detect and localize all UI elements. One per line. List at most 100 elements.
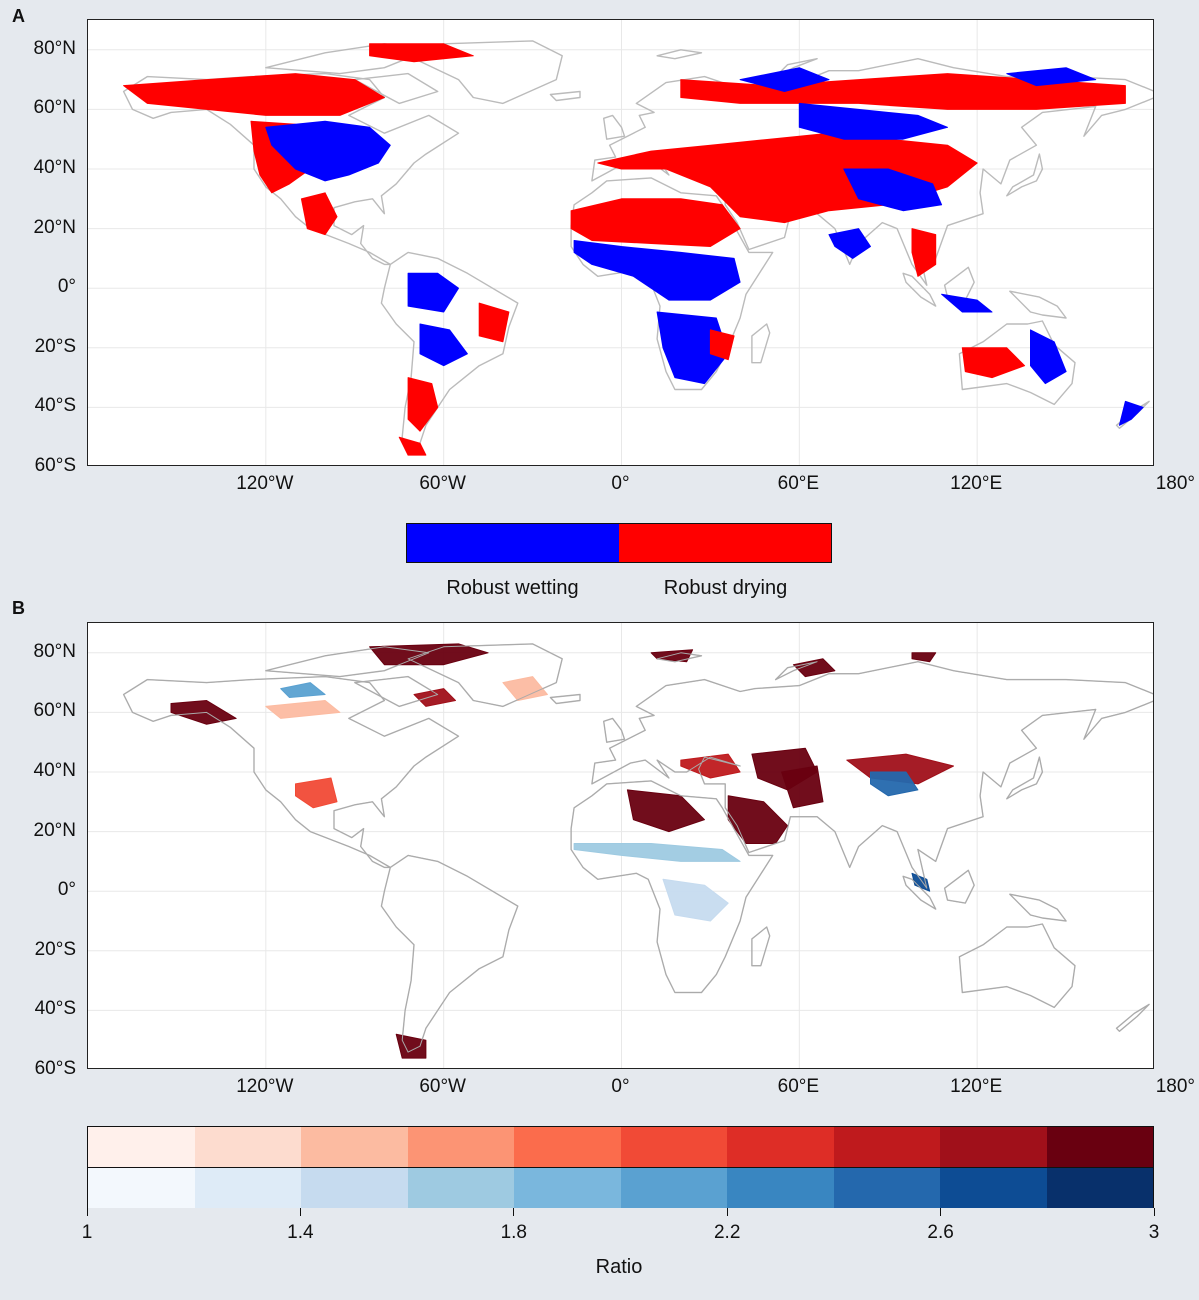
legend-drying-label: Robust drying (663, 577, 788, 599)
land-outline-overlay-novaya-zemlya (775, 661, 818, 681)
y-tick-label: 40°N (33, 157, 76, 178)
y-tick-label: 0° (57, 276, 76, 298)
region-drying (680, 73, 1126, 110)
x-tick-label: 180° (1155, 1076, 1195, 1097)
region-wetting (941, 293, 993, 313)
land-outline-overlay-south-america (380, 854, 519, 1053)
map-a-canvas (88, 20, 1153, 465)
land-outline-iceland (549, 90, 581, 102)
land-outline-uk (603, 114, 626, 140)
colorbar-blue-step (88, 1168, 195, 1208)
colorbar-blue-step (727, 1168, 834, 1208)
y-tick-label: 80°N (33, 37, 76, 59)
land-outline-overlay-eurasia (591, 661, 1153, 889)
colorbar-tick-mark (513, 1208, 515, 1216)
land-outline-overlay-greenland (407, 643, 563, 707)
ratio-hotspot-blues (573, 843, 741, 862)
map-b-canvas (88, 623, 1153, 1068)
x-tick-label: 60°W (419, 473, 466, 494)
ratio-hotspot-reds (413, 688, 456, 707)
y-tick-label: 60°S (34, 1058, 76, 1079)
region-drying (709, 329, 735, 361)
y-tick-label: 20°N (33, 216, 76, 238)
ratio-hotspot-reds (650, 649, 694, 663)
x-tick-label: 60°E (777, 1076, 820, 1097)
land-outline-madagascar (751, 323, 771, 364)
legend-drying-swatch (619, 524, 831, 562)
land-outline-sumatra (902, 272, 937, 307)
y-tick-label: 60°S (34, 455, 76, 476)
y-tick-label: 20°N (33, 819, 76, 841)
land-outline-overlay-borneo (944, 869, 975, 904)
colorbar-red-step (727, 1127, 834, 1167)
x-tick-label: 120°E (950, 1076, 1003, 1097)
y-tick-label: 40°N (33, 760, 76, 781)
colorbar-red-step (1046, 1127, 1153, 1167)
colorbar-tick-mark (940, 1208, 942, 1216)
ratio-hotspot-reds (626, 789, 705, 833)
region-drying (300, 192, 338, 236)
colorbar-blue-step (833, 1168, 940, 1208)
colorbar-tick-label: 1.4 (287, 1222, 314, 1243)
colorbar-red-step (407, 1127, 514, 1167)
region-wetting (407, 272, 459, 313)
y-tick-label: 20°S (34, 335, 76, 357)
land-outline-japan (1006, 756, 1044, 800)
ratio-hotspot-reds (781, 765, 824, 809)
colorbar-blue-step (407, 1168, 514, 1208)
region-wetting (1006, 67, 1097, 87)
region-drying (407, 377, 439, 432)
land-outline-overlay-arctic-islands (265, 646, 430, 678)
colorbar-tick-label: 1.8 (500, 1222, 527, 1243)
land-outline-south-america (380, 854, 519, 1053)
map-b-frame (87, 622, 1154, 1069)
y-tick-label: 40°S (34, 395, 76, 417)
region-wetting (843, 168, 943, 212)
ratio-hotspot-reds (911, 652, 937, 663)
x-tick-label: 180° (1155, 473, 1195, 494)
ratio-hotspot-reds (727, 795, 788, 844)
land-outline-north-america (122, 72, 460, 266)
land-outline-overlay-north-america (123, 676, 459, 868)
colorbar-red-step (88, 1127, 195, 1167)
region-wetting (828, 228, 871, 259)
colorbar-red-step (833, 1127, 940, 1167)
ratio-hotspot-blues (662, 878, 729, 922)
region-drying (398, 436, 427, 456)
land-outline-svalbard (656, 49, 703, 60)
ratio-hotspot-blues (870, 771, 919, 797)
region-drying (961, 347, 1026, 379)
panel-b-letter: B (12, 598, 25, 618)
land-outline-japan (1006, 153, 1044, 197)
land-outline-australia (958, 320, 1076, 406)
land-outline-overlay-australia (958, 923, 1076, 1008)
legend-wetting-label: Robust wetting (446, 577, 579, 599)
land-outline-overlay-new-zealand (1116, 1003, 1150, 1032)
colorbar-blue-step (940, 1168, 1047, 1208)
colorbar-tick-mark (86, 1208, 88, 1216)
colorbar-tick-label: 2.6 (927, 1222, 954, 1243)
land-outline-baffin (354, 72, 439, 105)
y-tick-label: 40°S (34, 998, 76, 1020)
ratio-hotspot-reds (395, 1033, 427, 1059)
region-wetting (1030, 329, 1067, 385)
ratio-hotspot-reds (265, 700, 341, 719)
land-outline-new-guinea (1009, 290, 1067, 319)
colorbar-label: Ratio (595, 1256, 643, 1278)
colorbar-blue-step (301, 1168, 408, 1208)
colorbar-tick-mark (1153, 1208, 1155, 1216)
y-tick-label: 0° (57, 879, 76, 901)
x-tick-label: 120°W (236, 473, 294, 494)
panel-a-letter: A (12, 6, 25, 26)
colorbar-blue-step (194, 1168, 301, 1208)
land-outline-overlay-svalbard (656, 652, 702, 663)
land-outline-overlay-madagascar (751, 926, 771, 967)
region-drying (123, 73, 385, 116)
region-drying (911, 228, 937, 277)
land-outline-greenland (407, 40, 563, 105)
x-tick-label: 120°E (950, 473, 1003, 494)
x-tick-label: 60°W (419, 1076, 466, 1097)
colorbar-tick-mark (299, 1208, 301, 1216)
map-a-frame (87, 19, 1154, 466)
colorbar-red-step (620, 1127, 727, 1167)
